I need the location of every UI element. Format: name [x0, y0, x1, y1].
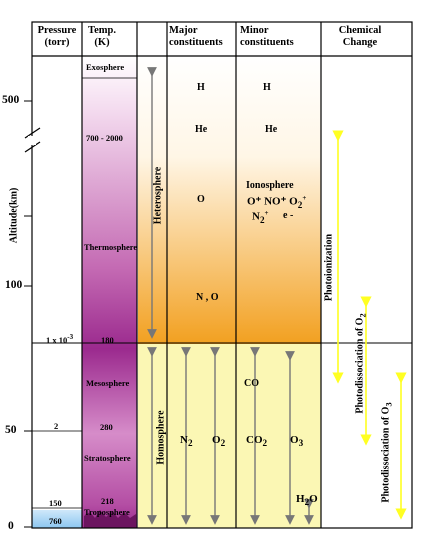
- minor-constituents-header: Minor constituents: [240, 25, 294, 48]
- minor-ionosphere: Ionosphere: [246, 180, 294, 191]
- layer-thermosphere: Thermosphere: [84, 242, 138, 252]
- pressure-1e-3: 1 x 10-3: [46, 333, 74, 345]
- minor-electron: e -: [283, 210, 294, 221]
- minor-h2o: H2O: [296, 493, 318, 508]
- altitude-tick-500: 500: [2, 94, 20, 106]
- layer-mesosphere: Mesosphere: [86, 378, 130, 388]
- temperature-header: Temp. (K): [88, 25, 116, 48]
- altitude-tick-50: 50: [5, 424, 17, 436]
- chemical-change-header: Chemical Change: [338, 25, 382, 48]
- label-photodissociation-o2: Photodissociation of O2: [354, 313, 368, 414]
- altitude-axis-label: Altitude(km): [8, 187, 20, 244]
- temp-180: 180: [101, 335, 114, 345]
- region-homosphere: Homosphere: [155, 410, 167, 465]
- troposphere-peaks: [84, 510, 136, 528]
- minor-co: CO: [244, 378, 259, 389]
- minor-co2: CO2: [246, 434, 268, 449]
- pressure-header: Pressure (torr): [37, 25, 77, 48]
- major-n-o: N , O: [196, 292, 219, 303]
- temp-700-2000: 700 - 2000: [86, 133, 123, 143]
- layer-troposphere: Troposphere: [84, 507, 130, 517]
- pressure-150: 150: [49, 498, 62, 508]
- major-o2: O2: [212, 434, 226, 449]
- pressure-760: 760: [49, 516, 62, 526]
- layer-exosphere: Exosphere: [86, 62, 125, 72]
- major-n2: N2: [180, 434, 193, 449]
- major-o: O: [197, 194, 205, 205]
- major-he: He: [195, 124, 208, 135]
- major-h: H: [197, 82, 205, 93]
- minor-ions: O⁺ NO⁺ O2+: [247, 194, 307, 210]
- layer-stratosphere: Stratosphere: [84, 453, 131, 463]
- region-heterosphere: Heterosphere: [152, 166, 164, 225]
- minor-o3: O3: [290, 434, 304, 449]
- temp-280: 280: [100, 422, 113, 432]
- major-constituents-header: Major constituents: [169, 25, 223, 48]
- altitude-tick-0: 0: [8, 520, 14, 532]
- pressure-2: 2: [54, 421, 59, 431]
- temperature-column: [82, 56, 137, 528]
- altitude-tick-100: 100: [5, 279, 23, 291]
- minor-he: He: [265, 124, 278, 135]
- minor-h: H: [263, 82, 271, 93]
- heterosphere-band: [138, 56, 321, 344]
- label-photoionization: Photoionization: [323, 233, 335, 302]
- sea-level-band: [32, 510, 82, 528]
- label-photodissociation-o3: Photodissociation of O3: [380, 402, 394, 503]
- minor-n2plus: N2+: [252, 209, 269, 225]
- temp-218: 218: [101, 496, 114, 506]
